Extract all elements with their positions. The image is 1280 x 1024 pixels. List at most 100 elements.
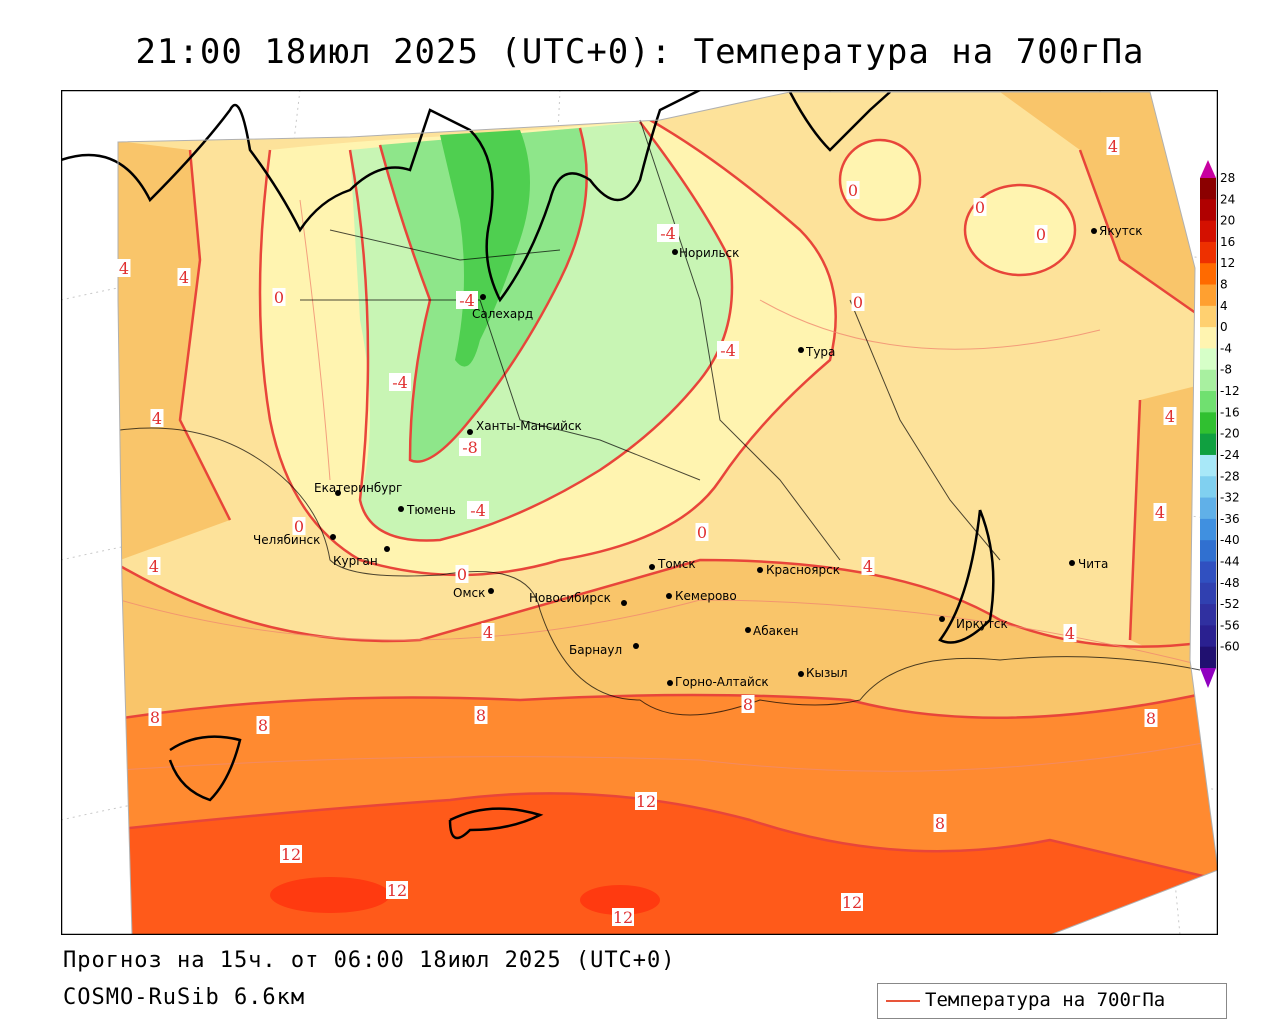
city-label: Ханты-Мансийск <box>476 419 582 433</box>
svg-text:-4: -4 <box>470 501 486 520</box>
city-dot <box>745 627 751 633</box>
contour-label: 4 <box>117 259 131 278</box>
contour-label: 4 <box>1163 407 1177 426</box>
contour-label: -4 <box>389 373 411 392</box>
colorbar-tick-label: 28 <box>1220 171 1235 185</box>
city-label: Барнаул <box>569 643 622 657</box>
city-dot <box>1069 560 1075 566</box>
city-dot <box>939 616 945 622</box>
city-label: Салехард <box>472 307 533 321</box>
colorbar-swatch <box>1200 604 1216 626</box>
contour-label: 4 <box>150 409 164 428</box>
colorbar-tick-label: 12 <box>1220 256 1235 270</box>
colorbar-tick-label: -44 <box>1220 554 1240 568</box>
svg-text:4: 4 <box>1165 407 1175 426</box>
colorbar-tick-label: 8 <box>1220 278 1228 292</box>
contour-label: 4 <box>177 268 191 287</box>
svg-text:0: 0 <box>697 523 707 542</box>
contour-label: 4 <box>1153 503 1167 522</box>
colorbar-tick-label: -52 <box>1220 597 1240 611</box>
contour-label: 0 <box>973 198 987 217</box>
contour-label: 0 <box>846 181 860 200</box>
city-label: Омск <box>453 586 485 600</box>
city-dot <box>633 643 639 649</box>
city-dot <box>1091 228 1097 234</box>
contour-label: 8 <box>741 695 755 714</box>
svg-text:-4: -4 <box>392 373 408 392</box>
colorbar-swatch <box>1200 497 1216 520</box>
city-label: Тюмень <box>406 503 456 517</box>
contour-label: -4 <box>717 341 739 360</box>
contour-label: 12 <box>280 845 302 864</box>
svg-text:4: 4 <box>152 409 162 428</box>
colorbar-tick-label: -28 <box>1220 469 1240 483</box>
city-label: Кемерово <box>675 589 737 603</box>
legend-box: Температура на 700гПа <box>877 983 1227 1019</box>
city-label: Норильск <box>679 246 739 260</box>
contour-label: 0 <box>851 293 865 312</box>
colorbar-tick-label: -32 <box>1220 491 1240 505</box>
contour-label: 8 <box>256 716 270 735</box>
city-label: Горно-Алтайск <box>675 675 769 689</box>
colorbar-top-arrow <box>1200 160 1216 178</box>
city-label: Абакен <box>753 624 798 638</box>
city-label: Курган <box>333 554 378 568</box>
city-dot <box>649 564 655 570</box>
city-dot <box>798 347 804 353</box>
colorbar-swatch <box>1200 220 1216 243</box>
colorbar-bottom-arrow <box>1200 668 1216 688</box>
colorbar-tick-label: 4 <box>1220 299 1228 313</box>
colorbar-swatch <box>1200 241 1216 264</box>
svg-text:4: 4 <box>1108 137 1118 156</box>
colorbar-swatch <box>1200 582 1216 605</box>
svg-text:12: 12 <box>636 792 656 811</box>
svg-text:8: 8 <box>1146 709 1156 728</box>
map-title: 21:00 18июл 2025 (UTC+0): Температура на… <box>135 32 1145 72</box>
contour-label: 0 <box>695 523 709 542</box>
svg-text:4: 4 <box>119 259 129 278</box>
svg-text:0: 0 <box>975 198 985 217</box>
colorbar-tick-label: -12 <box>1220 384 1240 398</box>
svg-text:4: 4 <box>483 623 493 642</box>
svg-text:0: 0 <box>848 181 858 200</box>
city-dot <box>672 249 678 255</box>
contour-label: 12 <box>841 893 863 912</box>
colorbar-tick-label: 0 <box>1220 320 1228 334</box>
colorbar-tick-label: -20 <box>1220 427 1240 441</box>
colorbar-tick-label: 24 <box>1220 192 1235 206</box>
colorbar-tick-label: -40 <box>1220 533 1240 547</box>
contour-label: 8 <box>933 814 947 833</box>
city-label: Иркутск <box>956 617 1008 631</box>
contour-label: 12 <box>386 881 408 900</box>
contour-label: -4 <box>657 224 679 243</box>
colorbar-tick-label: -56 <box>1220 618 1240 632</box>
contour-label: 0 <box>455 565 469 584</box>
svg-text:8: 8 <box>150 708 160 727</box>
colorbar-swatch <box>1200 433 1216 456</box>
colorbar-tick-label: 20 <box>1220 214 1235 228</box>
legend-label: Температура на 700гПа <box>925 989 1166 1011</box>
contour-label: 0 <box>292 517 306 536</box>
city-label: Красноярск <box>766 563 840 577</box>
colorbar-swatch <box>1200 476 1216 499</box>
city-label: Екатеринбург <box>314 481 402 495</box>
contour-label: 0 <box>1034 225 1048 244</box>
colorbar-tick-label: -24 <box>1220 448 1240 462</box>
contour-label: -4 <box>467 501 489 520</box>
svg-text:12: 12 <box>387 881 407 900</box>
colorbar-swatch <box>1200 348 1216 371</box>
city-dot <box>330 534 336 540</box>
city-dot <box>488 588 494 594</box>
contour-label: 12 <box>635 792 657 811</box>
colorbar-swatch <box>1200 305 1216 328</box>
svg-text:12: 12 <box>613 908 633 927</box>
legend-line-swatch <box>886 1000 920 1002</box>
contour-label: 4 <box>861 557 875 576</box>
svg-text:12: 12 <box>281 845 301 864</box>
svg-text:4: 4 <box>1155 503 1165 522</box>
city-dot <box>666 593 672 599</box>
temperature-map: 4 0 0 0 -4 4 4 0 -4 0 -4 -4 4 4 -8 4 -4 0 0 4 4 0 4 4 8 8 8 8 8 12 8 12… <box>61 90 1218 935</box>
city-dot <box>467 429 473 435</box>
contour-label: 4 <box>1063 624 1077 643</box>
colorbar-tick-label: -48 <box>1220 576 1240 590</box>
